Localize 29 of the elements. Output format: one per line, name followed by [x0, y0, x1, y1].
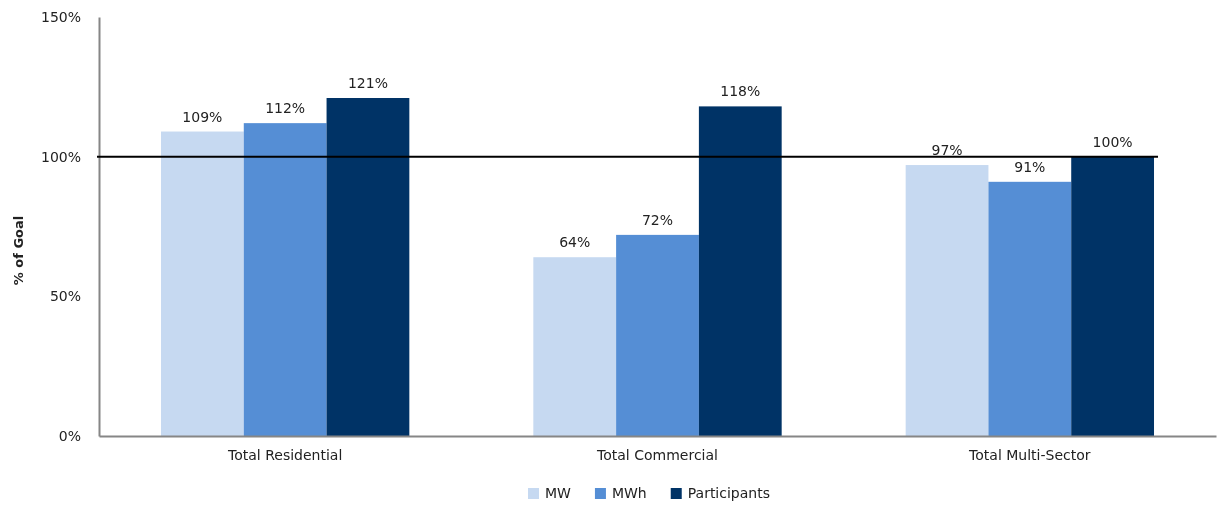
y-tick-label: 0% [58, 427, 81, 444]
data-label: 118% [720, 83, 761, 100]
data-label: 100% [1092, 133, 1133, 150]
data-label: 97% [931, 142, 963, 159]
bar [1071, 156, 1155, 436]
bar [905, 165, 989, 436]
x-tick-label: Total Commercial [596, 446, 718, 463]
data-label: 64% [559, 234, 591, 251]
y-axis-title: % of Goal [11, 215, 26, 286]
bar [698, 106, 782, 436]
data-label: 112% [265, 100, 306, 117]
legend-label: MWh [611, 485, 647, 501]
bar [533, 257, 617, 436]
data-label: 72% [641, 211, 674, 228]
x-tick-label: Total Residential [227, 446, 343, 463]
bar [988, 181, 1072, 436]
y-tick-label: 100% [40, 148, 81, 165]
y-tick-label: 150% [40, 8, 81, 25]
legend-label: Participants [687, 485, 770, 501]
data-label: 91% [1014, 158, 1046, 175]
bar [326, 98, 410, 436]
data-label: 121% [347, 75, 388, 92]
legend-label: MW [545, 485, 572, 501]
bar [160, 131, 244, 436]
x-tick-label: Total Multi-Sector [968, 446, 1091, 463]
y-tick-label: 50% [49, 288, 81, 305]
data-label: 109% [182, 108, 223, 125]
bar [243, 123, 327, 436]
bar [616, 234, 699, 436]
